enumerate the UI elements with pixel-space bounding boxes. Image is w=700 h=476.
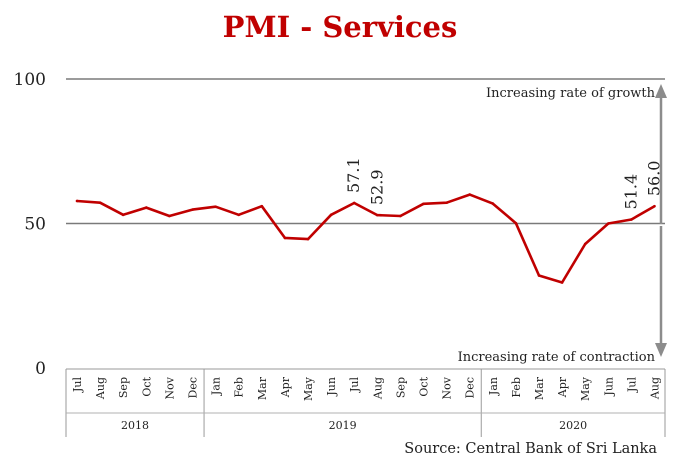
- growth-arrow-head: [655, 84, 667, 98]
- data-point: [329, 213, 333, 217]
- year-label-2020: 2020: [559, 419, 587, 432]
- data-point: [537, 274, 541, 277]
- data-point: [422, 202, 425, 206]
- x-tick-label: Mar: [533, 376, 546, 400]
- chart-title: PMI - Services: [222, 10, 458, 44]
- x-tick-label: Jun: [325, 377, 338, 397]
- data-label: 56.0: [645, 161, 664, 197]
- contraction-arrow-head: [655, 343, 667, 357]
- data-point: [583, 242, 587, 246]
- data-point: [560, 281, 564, 284]
- data-point: [491, 202, 495, 205]
- x-tick-label: Jun: [602, 377, 615, 397]
- data-point: [237, 213, 240, 217]
- series-group: [75, 193, 656, 284]
- series-line: [76, 193, 656, 284]
- data-point: [75, 199, 79, 203]
- x-tick-label: Oct: [418, 376, 431, 396]
- x-tick-label: May: [579, 376, 592, 401]
- data-point: [283, 236, 287, 240]
- data-point: [607, 222, 610, 225]
- data-point: [168, 214, 171, 218]
- data-point: [145, 206, 148, 209]
- data-point: [630, 218, 633, 221]
- x-tick-label: Jan: [487, 377, 500, 396]
- x-tick-label: Feb: [510, 377, 523, 398]
- x-tick-label: May: [302, 376, 315, 401]
- x-tick-label: Aug: [371, 377, 384, 400]
- x-tick-label: Sep: [117, 377, 130, 398]
- data-point: [468, 193, 472, 196]
- x-tick-label: Sep: [394, 377, 407, 398]
- x-tick-label: Jan: [210, 377, 223, 396]
- year-label-2019: 2019: [329, 419, 357, 432]
- x-tick-label: Jul: [71, 377, 84, 393]
- x-tick-label: Nov: [163, 376, 176, 399]
- data-point: [191, 208, 194, 211]
- y-axis: 0 50 100: [14, 70, 46, 379]
- y-tick-label-100: 100: [14, 70, 46, 90]
- data-point: [376, 213, 379, 217]
- growth-annotation: Increasing rate of growth: [486, 86, 656, 101]
- data-point: [352, 201, 356, 205]
- data-labels: 57.1 52.9 51.4 56.0: [344, 157, 663, 209]
- x-tick-label: Nov: [441, 376, 454, 399]
- x-tick-label: Apr: [279, 376, 292, 398]
- data-point: [653, 204, 656, 208]
- source-note: Source: Central Bank of Sri Lanka: [404, 441, 657, 457]
- data-point: [260, 204, 264, 208]
- x-axis: Jul Aug Sep Oct Nov Dec Jan Feb Mar Apr May Jun Jul A…: [65, 368, 666, 437]
- data-point: [306, 237, 310, 241]
- data-point: [514, 221, 518, 225]
- data-label: 52.9: [367, 169, 386, 205]
- data-point: [399, 214, 402, 218]
- contraction-annotation: Increasing rate of contraction: [458, 350, 656, 365]
- x-tick-label: Aug: [94, 377, 107, 400]
- x-tick-label: Jul: [348, 377, 361, 393]
- x-tick-label: Apr: [556, 376, 569, 398]
- year-label-2018: 2018: [121, 419, 149, 432]
- data-point: [214, 205, 217, 209]
- x-tick-label: Jul: [625, 377, 638, 393]
- y-tick-label-50: 50: [24, 215, 46, 235]
- y-tick-label-0: 0: [35, 359, 46, 379]
- data-point: [98, 201, 102, 204]
- x-tick-label: Oct: [140, 376, 153, 396]
- data-label: 51.4: [621, 174, 640, 210]
- direction-arrows: Increasing rate of growth Increasing rat…: [458, 84, 667, 365]
- x-tick-label: Aug: [649, 377, 662, 400]
- data-point: [445, 201, 448, 204]
- x-tick-label: Mar: [256, 376, 269, 400]
- gridlines: [66, 78, 665, 225]
- data-point: [121, 213, 125, 217]
- data-label: 57.1: [344, 157, 363, 193]
- x-tick-label: Dec: [464, 377, 477, 399]
- x-tick-label: Feb: [233, 377, 246, 398]
- x-tick-label: Dec: [187, 377, 200, 399]
